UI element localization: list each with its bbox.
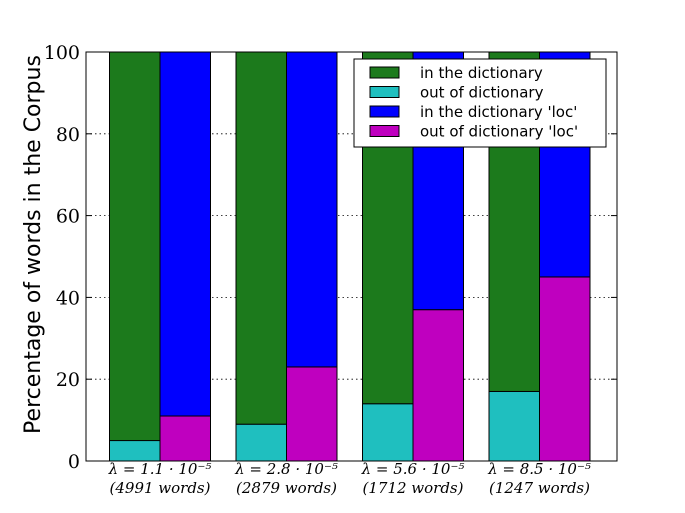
x-axis: λ = 1.1 · 10⁻⁵(4991 words) λ = 2.8 · 10⁻⁵… (108, 455, 591, 497)
x-tick-label-lambda-0: λ = 1.1 · 10⁻⁵ (108, 460, 212, 478)
x-tick-label-lambda-3: λ = 8.5 · 10⁻⁵ (487, 460, 591, 478)
y-tick-label-100: 100 (44, 42, 80, 64)
x-tick-label-lambda-2: λ = 5.6 · 10⁻⁵ (361, 460, 465, 478)
y-axis-label: Percentage of words in the Corpus (21, 55, 46, 434)
legend-swatch-1 (369, 86, 400, 98)
bar-loc-out-3 (539, 276, 591, 462)
y-tick-label-80: 80 (56, 124, 80, 146)
y-axis: 0 20 40 60 80 100 (44, 42, 617, 473)
legend-label-3: out of dictionary 'loc' (420, 123, 578, 141)
x-tick-label-lambda-1: λ = 2.8 · 10⁻⁵ (234, 460, 338, 478)
legend-swatch-2 (369, 105, 400, 118)
y-tick-label-0: 0 (68, 451, 80, 473)
bar-plain-in-1 (235, 51, 287, 425)
y-tick-label-40: 40 (56, 287, 80, 309)
legend-label-2: in the dictionary 'loc' (420, 103, 577, 121)
x-tick-label-words-0: (4991 words) (110, 479, 211, 497)
y-tick-label-20: 20 (56, 369, 80, 391)
legend-label-0: in the dictionary (420, 64, 543, 82)
bar-loc-in-1 (286, 51, 338, 368)
legend-swatch-3 (369, 125, 400, 137)
bar-loc-in-0 (159, 51, 211, 417)
legend-swatch-0 (369, 66, 400, 79)
legend-label-1: out of dictionary (420, 84, 544, 102)
x-tick-label-words-1: (2879 words) (236, 479, 337, 497)
bars-layer (109, 51, 591, 462)
bar-loc-out-1 (286, 366, 338, 462)
plot-frame (85, 51, 618, 462)
bar-plain-out-0 (109, 440, 161, 462)
bar-plain-out-1 (235, 423, 287, 462)
bar-loc-out-2 (412, 309, 464, 462)
x-tick-label-words-2: (1712 words) (363, 479, 464, 497)
bar-loc-out-0 (159, 415, 211, 462)
bar-plain-out-2 (362, 403, 414, 462)
bar-plain-out-3 (488, 390, 540, 462)
bar-plain-in-0 (109, 51, 161, 442)
y-tick-label-60: 60 (56, 206, 80, 228)
x-tick-label-words-3: (1247 words) (489, 479, 590, 497)
